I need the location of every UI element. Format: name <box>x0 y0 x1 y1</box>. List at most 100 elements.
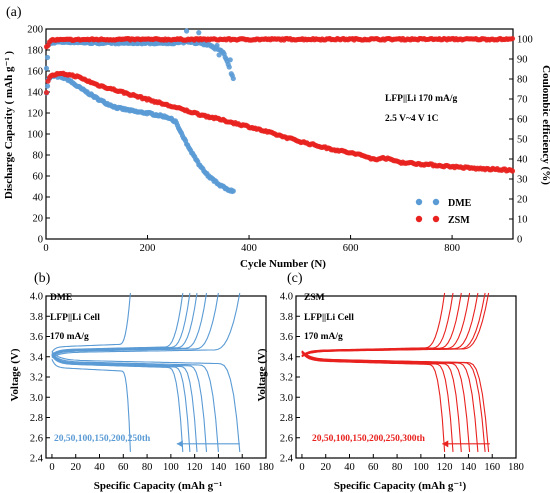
panel-b-plot: 0 20 40 60 80 100 120 140 160 180 2.4 2.6 2.8 3.0 3.2 3… <box>30 292 274 474</box>
panel-b-ytick-label: 3.8 <box>30 312 43 323</box>
panel-c-xtick-label: 160 <box>484 462 500 473</box>
panel-b-curve-label: 20,50,100,150,200,250th <box>54 434 151 444</box>
panel-b-xtick-label: 60 <box>118 462 129 473</box>
panel-a-ytick-label: 180 <box>27 46 43 57</box>
panel-b-arrow-head <box>176 440 183 448</box>
panel-b-xtick-label: 0 <box>49 462 54 473</box>
panel-c-ytick-label: 2.6 <box>280 433 293 444</box>
panel-c-ytick-label: 3.6 <box>280 332 293 343</box>
panel-a-y2tick-label: 50 <box>517 135 528 146</box>
point-zsm-capacity <box>43 89 50 96</box>
panel-c-ytick-label: 3.4 <box>280 352 294 363</box>
panel-b-xtick-label: 80 <box>142 462 153 473</box>
panel-b-xtick-label: 100 <box>163 462 179 473</box>
panel-b-ytick-label: 2.8 <box>30 413 43 424</box>
panel-a-label: (a) <box>6 5 22 20</box>
panel-c-ytick-label: 3.0 <box>280 393 293 404</box>
panel-b-xtick-label: 120 <box>187 462 203 473</box>
panel-a-ytick-label: 120 <box>27 109 43 120</box>
panel-b-curves <box>51 292 241 452</box>
point-dme-ce <box>44 54 51 61</box>
panel-c-cell-label: LFP||Li Cell <box>304 313 354 323</box>
panel-a-ytick-label: 60 <box>33 172 44 183</box>
point-zsm-ce <box>509 35 516 42</box>
panel-c-ytick-label: 2.4 <box>280 454 294 465</box>
panel-a-y2tick-label: 0 <box>517 235 522 246</box>
panel-a-y2tick-label: 30 <box>517 175 528 186</box>
legend-marker-dme <box>415 198 423 206</box>
panel-a-y2tick-label: 90 <box>517 55 528 66</box>
panel-c-ytick-label: 3.8 <box>280 312 293 323</box>
panel-b-xtick-label: 20 <box>70 462 81 473</box>
point-dme-ce <box>230 75 236 82</box>
point-dme-ce <box>214 42 220 49</box>
panel-b-ytick-label: 3.6 <box>30 332 43 343</box>
panel-b-ylabel: Voltage (V) <box>9 348 21 401</box>
panel-b-xtick-label: 180 <box>258 462 274 473</box>
panel-b-ytick-label: 4.0 <box>30 292 43 303</box>
panel-a-xtick-label: 400 <box>241 243 257 254</box>
panel-a-xtick-label: 600 <box>343 243 359 254</box>
panel-b-discharge-curve-50th <box>51 352 219 452</box>
panel-c-charge-curve-20th <box>301 292 490 358</box>
panel-c-ytick-label: 2.8 <box>280 413 293 424</box>
panel-c-xtick-label: 120 <box>437 462 453 473</box>
panel-c-ytick-label: 3.2 <box>280 373 293 384</box>
point-dme-ce <box>43 65 50 71</box>
panel-a-ytick-label: 20 <box>33 214 44 225</box>
panel-c-label: (c) <box>287 271 303 286</box>
panel-a-xtick-label: 200 <box>140 243 156 254</box>
panel-c-xtick-label: 80 <box>392 462 403 473</box>
panel-b-discharge-curve-100th <box>51 353 208 452</box>
panel-a-ytick-label: 80 <box>33 151 44 162</box>
panel-a-ytick-label: 140 <box>27 88 43 99</box>
panel-b-charge-curve-250th <box>51 292 184 356</box>
panel-c-electrolyte-label: ZSM <box>304 293 325 303</box>
panel-a-xlabel: Cycle Number (N) <box>240 258 326 270</box>
legend-label-zsm: ZSM <box>448 215 470 226</box>
point-dme-ce <box>184 28 190 34</box>
panel-b-xtick-label: 40 <box>94 462 105 473</box>
point-dme-capacity <box>230 188 236 194</box>
panel-b-charge-curve-early <box>51 292 131 353</box>
panel-a-annotation-voltage: 2.5 V~4 V 1C <box>385 114 439 124</box>
panel-b-ytick-label: 2.4 <box>30 454 44 465</box>
panel-c-curve-label: 20,50,100,150,200,250,300th <box>312 434 426 444</box>
panel-b-discharge-curve-early <box>51 359 131 452</box>
panel-a-ytick-label: 200 <box>27 25 43 36</box>
panel-b-electrolyte-label: DME <box>50 293 72 303</box>
panel-c-ytick-label: 4.0 <box>280 292 293 303</box>
panel-c-discharge-curve-300th <box>301 352 446 452</box>
legend-marker-zsm <box>415 215 423 223</box>
panel-b-charge-curve-50th <box>51 292 219 357</box>
panel-c-curves <box>301 292 490 452</box>
panel-c-xtick-label: 180 <box>508 462 524 473</box>
panel-a-y2tick-label: 60 <box>517 115 528 126</box>
panel-c-rate-label: 170 mA/g <box>304 332 343 342</box>
panel-c-xtick-label: 40 <box>344 462 355 473</box>
panel-b-discharge-curve-200th <box>51 354 191 452</box>
panel-a-xtick-label: 800 <box>444 243 460 254</box>
panel-b-xlabel: Specific Capacity (mAh g⁻¹ <box>94 480 223 492</box>
legend-marker-dme <box>432 198 440 206</box>
panel-b-discharge-curve-20th <box>51 351 241 452</box>
panel-b-ytick-label: 3.2 <box>30 373 43 384</box>
panel-b-ytick-label: 3.0 <box>30 393 43 404</box>
panel-c-xtick-label: 100 <box>413 462 429 473</box>
point-dme-ce <box>227 57 233 63</box>
panel-c-ylabel: Voltage (V) <box>256 348 268 401</box>
legend-label-dme: DME <box>448 198 472 209</box>
panel-a-y2label: Coulombic efficiency (%) <box>540 65 550 185</box>
panel-a-ytick-label: 40 <box>33 193 44 204</box>
panel-b-discharge-curve-150th <box>51 354 198 452</box>
point-dme-ce <box>196 30 202 36</box>
point-dme-capacity <box>44 83 51 89</box>
panel-b-rate-label: 170 mA/g <box>50 332 89 342</box>
panel-a-ylabel: Discharge Capacity ( mAh g⁻¹ ) <box>3 51 15 199</box>
panel-a-y2tick-label: 100 <box>517 35 533 46</box>
panel-b-cell-label: LFP||Li Cell <box>50 313 100 323</box>
panel-a-xtick-label: 0 <box>43 243 48 254</box>
panel-a-ytick-label: 100 <box>27 130 43 141</box>
panel-a-annotation-cell: LFP||Li 170 mA/g <box>385 94 458 104</box>
